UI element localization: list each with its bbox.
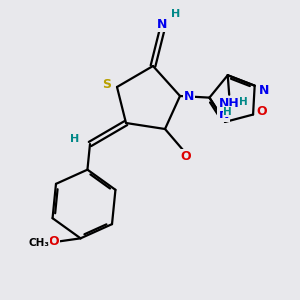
Text: N: N xyxy=(184,89,194,103)
Text: O: O xyxy=(181,149,191,163)
Text: N: N xyxy=(259,84,269,97)
Text: H: H xyxy=(70,134,80,145)
Text: N: N xyxy=(157,17,167,31)
Text: H: H xyxy=(239,97,248,106)
Text: NH: NH xyxy=(219,97,240,110)
Text: CH₃: CH₃ xyxy=(28,238,49,248)
Text: O: O xyxy=(49,235,59,248)
Text: N: N xyxy=(218,108,229,121)
Text: H: H xyxy=(171,9,180,20)
Text: O: O xyxy=(256,105,267,118)
Text: S: S xyxy=(102,77,111,91)
Text: H: H xyxy=(223,107,232,117)
